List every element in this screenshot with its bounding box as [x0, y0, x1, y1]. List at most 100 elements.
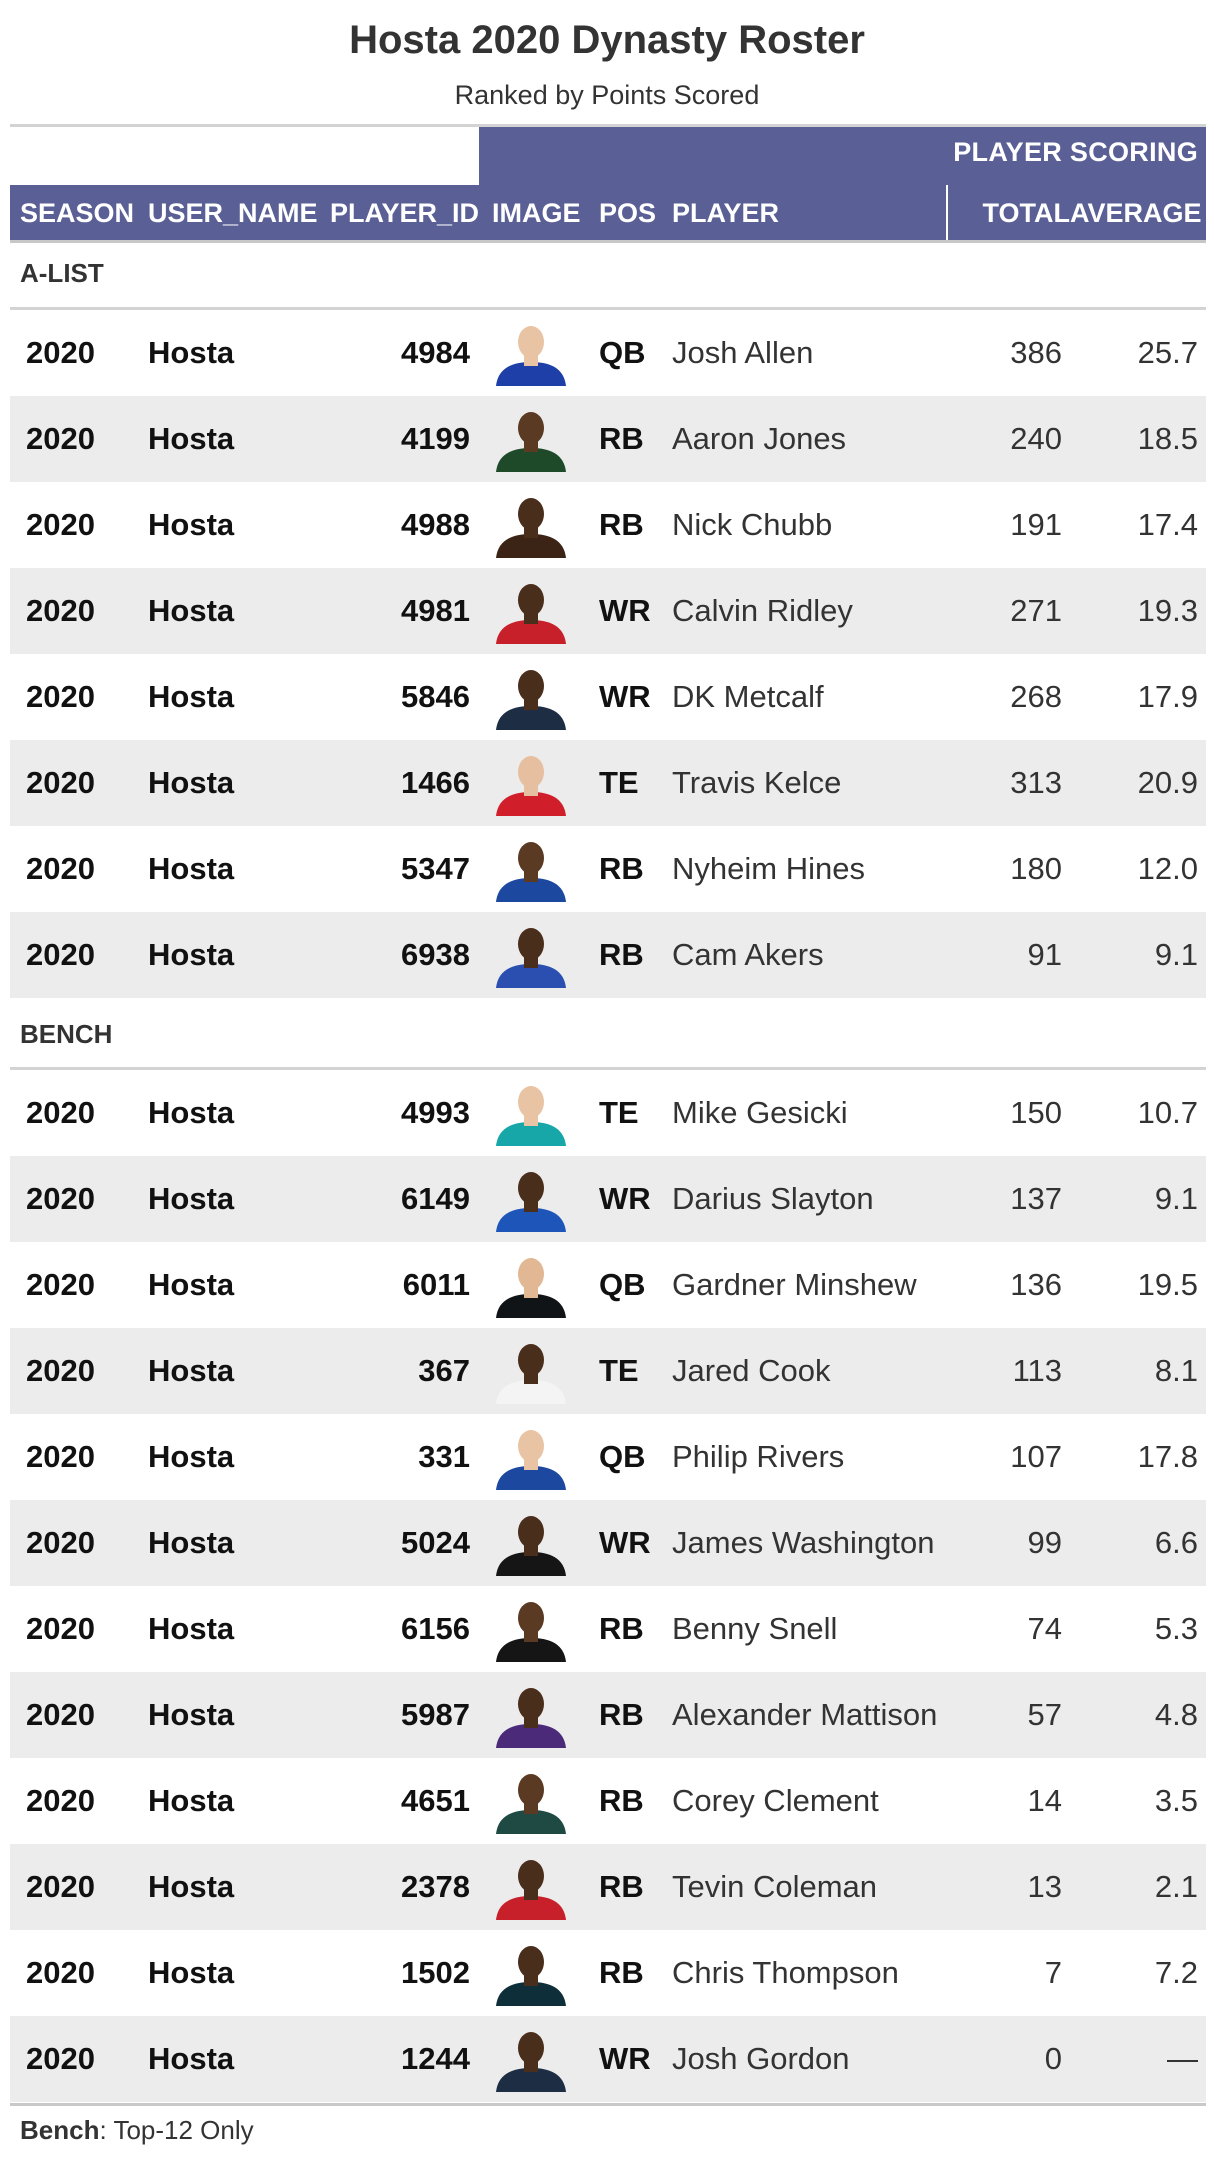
- season-cell: 2020: [20, 654, 95, 740]
- player-name-cell: Cam Akers: [672, 912, 824, 998]
- average-cell: 17.9: [1070, 654, 1198, 740]
- position-cell: TE: [599, 1328, 639, 1414]
- table-row: 2020 Hosta 367 TE Jared Cook 113 8.1: [10, 1328, 1206, 1414]
- position-cell: QB: [599, 310, 646, 396]
- col-player[interactable]: PLAYER: [672, 185, 779, 241]
- user-name-cell: Hosta: [148, 1242, 234, 1328]
- player-headshot-icon: [492, 1598, 570, 1662]
- average-cell: 8.1: [1070, 1328, 1198, 1414]
- header-separator: [946, 185, 948, 241]
- position-cell: RB: [599, 1758, 644, 1844]
- player-headshot-icon: [492, 1684, 570, 1748]
- col-image[interactable]: IMAGE: [492, 185, 581, 241]
- footnote-text: : Top-12 Only: [99, 2115, 253, 2145]
- page-title: Hosta 2020 Dynasty Roster: [0, 18, 1214, 63]
- player-id-cell: 1466: [330, 740, 470, 826]
- total-cell: 271: [950, 568, 1062, 654]
- player-headshot-icon: [492, 408, 570, 472]
- average-cell: 9.1: [1070, 912, 1198, 998]
- table-row: 2020 Hosta 2378 RB Tevin Coleman 13 2.1: [10, 1844, 1206, 1930]
- player-headshot-icon: [492, 1512, 570, 1576]
- player-headshot-icon: [492, 838, 570, 902]
- position-cell: RB: [599, 396, 644, 482]
- user-name-cell: Hosta: [148, 1414, 234, 1500]
- col-season[interactable]: SEASON: [20, 185, 134, 241]
- table-row: 2020 Hosta 5987 RB Alexander Mattison 57 4.8: [10, 1672, 1206, 1758]
- player-name-cell: Tevin Coleman: [672, 1844, 877, 1930]
- player-headshot-icon: [492, 494, 570, 558]
- user-name-cell: Hosta: [148, 568, 234, 654]
- average-cell: 2.1: [1070, 1844, 1198, 1930]
- player-name-cell: Calvin Ridley: [672, 568, 853, 654]
- col-player-id[interactable]: PLAYER_ID: [330, 185, 479, 241]
- player-id-cell: 6156: [330, 1586, 470, 1672]
- player-name-cell: Chris Thompson: [672, 1930, 899, 2016]
- total-cell: 107: [950, 1414, 1062, 1500]
- table-row: 2020 Hosta 331 QB Philip Rivers 107 17.8: [10, 1414, 1206, 1500]
- average-cell: 9.1: [1070, 1156, 1198, 1242]
- total-cell: 57: [950, 1672, 1062, 1758]
- spanner-label: PLAYER SCORING: [953, 137, 1198, 168]
- player-id-cell: 367: [330, 1328, 470, 1414]
- user-name-cell: Hosta: [148, 1930, 234, 2016]
- player-headshot-icon: [492, 1254, 570, 1318]
- player-name-cell: Alexander Mattison: [672, 1672, 937, 1758]
- player-id-cell: 4981: [330, 568, 470, 654]
- average-cell: 4.8: [1070, 1672, 1198, 1758]
- average-cell: —: [1070, 2016, 1198, 2102]
- table-row: 2020 Hosta 6938 RB Cam Akers 91 9.1: [10, 912, 1206, 998]
- user-name-cell: Hosta: [148, 2016, 234, 2102]
- col-pos[interactable]: POS: [599, 185, 656, 241]
- player-name-cell: Aaron Jones: [672, 396, 846, 482]
- header-bottom-rule: [10, 240, 1206, 243]
- average-cell: 6.6: [1070, 1500, 1198, 1586]
- user-name-cell: Hosta: [148, 654, 234, 740]
- total-cell: 136: [950, 1242, 1062, 1328]
- season-cell: 2020: [20, 740, 95, 826]
- season-cell: 2020: [20, 2016, 95, 2102]
- position-cell: RB: [599, 1586, 644, 1672]
- col-user-name[interactable]: USER_NAME: [148, 185, 318, 241]
- user-name-cell: Hosta: [148, 1844, 234, 1930]
- user-name-cell: Hosta: [148, 912, 234, 998]
- total-cell: 13: [950, 1844, 1062, 1930]
- total-cell: 99: [950, 1500, 1062, 1586]
- position-cell: QB: [599, 1242, 646, 1328]
- group-label: BENCH: [20, 1019, 112, 1050]
- table-row: 2020 Hosta 6011 QB Gardner Minshew 136 19.5: [10, 1242, 1206, 1328]
- player-headshot-icon: [492, 1942, 570, 2006]
- user-name-cell: Hosta: [148, 482, 234, 568]
- position-cell: WR: [599, 568, 651, 654]
- season-cell: 2020: [20, 1156, 95, 1242]
- total-cell: 386: [950, 310, 1062, 396]
- player-id-cell: 6149: [330, 1156, 470, 1242]
- player-id-cell: 4984: [330, 310, 470, 396]
- player-id-cell: 1502: [330, 1930, 470, 2016]
- season-cell: 2020: [20, 1414, 95, 1500]
- player-name-cell: Nick Chubb: [672, 482, 832, 568]
- total-cell: 7: [950, 1930, 1062, 2016]
- player-headshot-icon: [492, 924, 570, 988]
- table-row: 2020 Hosta 4651 RB Corey Clement 14 3.5: [10, 1758, 1206, 1844]
- player-id-cell: 5347: [330, 826, 470, 912]
- user-name-cell: Hosta: [148, 826, 234, 912]
- player-headshot-icon: [492, 580, 570, 644]
- player-id-cell: 1244: [330, 2016, 470, 2102]
- total-cell: 0: [950, 2016, 1062, 2102]
- average-cell: 3.5: [1070, 1758, 1198, 1844]
- col-total[interactable]: TOTAL: [950, 185, 1070, 241]
- player-headshot-icon: [492, 1340, 570, 1404]
- footnote-bold: Bench: [20, 2115, 99, 2145]
- table-row: 2020 Hosta 4993 TE Mike Gesicki 150 10.7: [10, 1070, 1206, 1156]
- position-cell: QB: [599, 1414, 646, 1500]
- col-average[interactable]: AVERAGE: [1070, 185, 1200, 241]
- table-row: 2020 Hosta 5024 WR James Washington 99 6.6: [10, 1500, 1206, 1586]
- season-cell: 2020: [20, 396, 95, 482]
- total-cell: 74: [950, 1586, 1062, 1672]
- table-row: 2020 Hosta 5846 WR DK Metcalf 268 17.9: [10, 654, 1206, 740]
- player-scoring-spanner: PLAYER SCORING: [479, 127, 1206, 185]
- player-name-cell: Jared Cook: [672, 1328, 831, 1414]
- group-label: A-LIST: [20, 258, 104, 289]
- player-id-cell: 6938: [330, 912, 470, 998]
- position-cell: TE: [599, 1070, 639, 1156]
